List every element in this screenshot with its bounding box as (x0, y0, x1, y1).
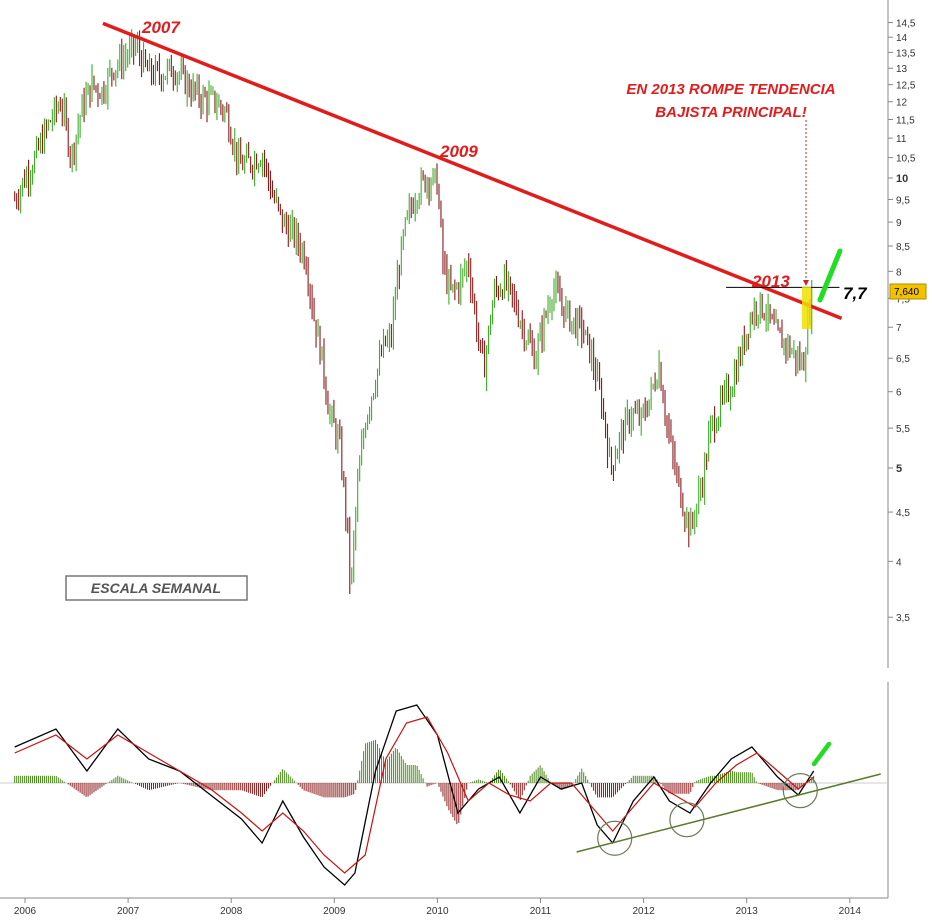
x-tick-label: 2008 (220, 906, 243, 917)
y-tick-label: 10,5 (896, 154, 916, 165)
y-tick-label: 11,5 (896, 116, 915, 127)
scale-box (65, 575, 248, 601)
label-2009: 2009 (439, 142, 478, 161)
oscillator-signal-line (14, 716, 815, 874)
y-axis-ticks: 14,5 14 13,5 13 12,5 12 11,5 11 10,5 10 9,5 9 8,5 8 7,… (888, 19, 916, 624)
y-tick-label: 8 (896, 267, 902, 278)
headline-line-1: EN 2013 ROMPE TENDENCIA (626, 81, 835, 98)
breakout-arrow-icon (817, 248, 843, 303)
y-tick-label: 5 (896, 463, 902, 475)
y-tick-label: 12,5 (896, 81, 916, 92)
y-tick-label: 13,5 (896, 48, 916, 59)
y-tick-label: 7,5 (896, 294, 910, 305)
y-tick-label: 7 (896, 323, 902, 334)
y-tick-label: 12 (896, 98, 908, 109)
y-tick-label: 4 (896, 557, 902, 568)
oscillator-circle (669, 802, 705, 838)
y-tick-label: 13 (896, 64, 908, 75)
oscillator-circle (782, 773, 818, 809)
label-2007: 2007 (141, 18, 181, 37)
x-tick-label: 2010 (426, 906, 449, 917)
last-price-label: 7,640 (894, 287, 919, 298)
y-tick-label: 6 (896, 388, 902, 399)
x-tick-label: 2012 (632, 906, 655, 917)
oscillator-circles (597, 773, 818, 856)
x-tick-label: 2006 (14, 906, 37, 917)
y-tick-label: 8,5 (896, 242, 910, 253)
y-tick-label: 5,5 (896, 424, 910, 435)
last-price-box (889, 283, 927, 300)
y-tick-label: 14 (896, 33, 908, 44)
main-downtrend-line (102, 21, 843, 320)
headline-line-2: BAJISTA PRINCIPAL! (655, 104, 806, 121)
x-axis-ticks: 2006 2007 2008 2009 2010 2011 2012 2013 2014 (14, 898, 861, 917)
y-tick-label: 9 (896, 218, 902, 229)
x-tick-label: 2009 (323, 906, 346, 917)
y-tick-label: 9,5 (896, 195, 910, 206)
oscillator-support-line (576, 773, 881, 853)
price-bars (14, 29, 813, 594)
breakout-highlight (802, 287, 811, 329)
y-tick-label: 11 (896, 134, 907, 145)
y-tick-label: 6,5 (896, 354, 910, 365)
y-tick-label: 14,5 (896, 19, 916, 30)
x-tick-label: 2013 (736, 906, 759, 917)
oscillator-histogram (14, 739, 815, 825)
y-tick-label: 4,5 (896, 508, 910, 519)
x-tick-label: 2011 (530, 906, 552, 917)
x-tick-label: 2014 (839, 906, 862, 917)
level-label: 7,7 (843, 284, 868, 303)
label-2013: 2013 (751, 272, 790, 291)
y-tick-label: 10 (896, 173, 908, 185)
annotation-arrowhead (803, 280, 809, 286)
oscillator-fast-line (14, 704, 815, 886)
oscillator-arrow-icon (811, 741, 832, 767)
oscillator-circle (597, 820, 633, 856)
scale-box-label: ESCALA SEMANAL (91, 580, 221, 596)
x-tick-label: 2007 (117, 906, 140, 917)
y-tick-label: 3,5 (896, 613, 910, 624)
